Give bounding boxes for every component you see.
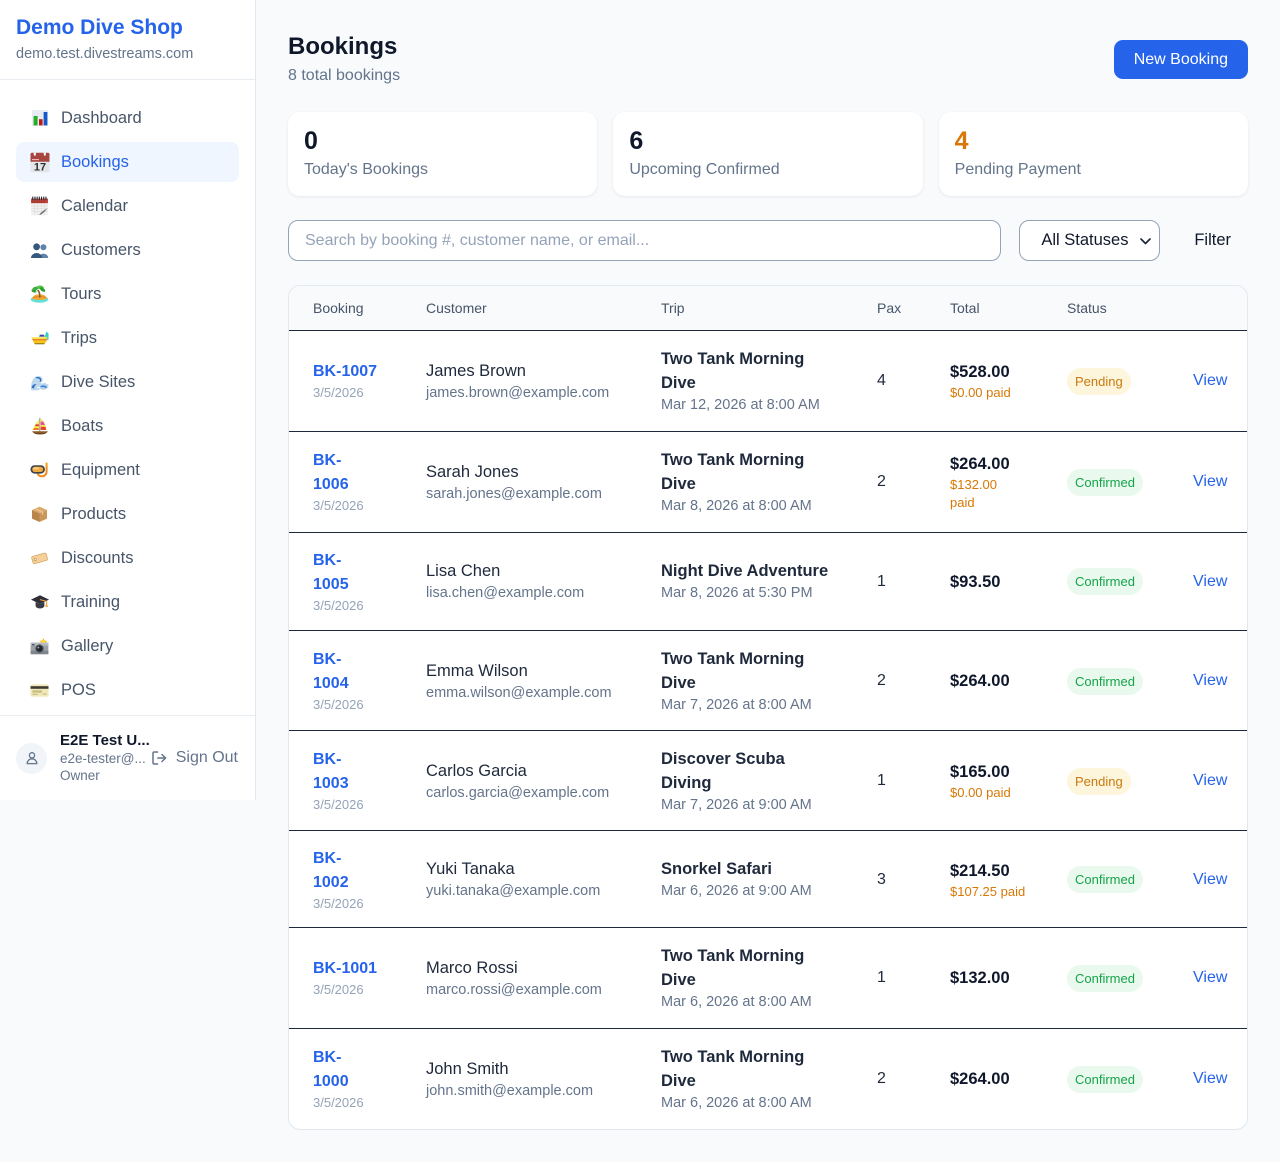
svg-text:17: 17 <box>33 161 45 172</box>
